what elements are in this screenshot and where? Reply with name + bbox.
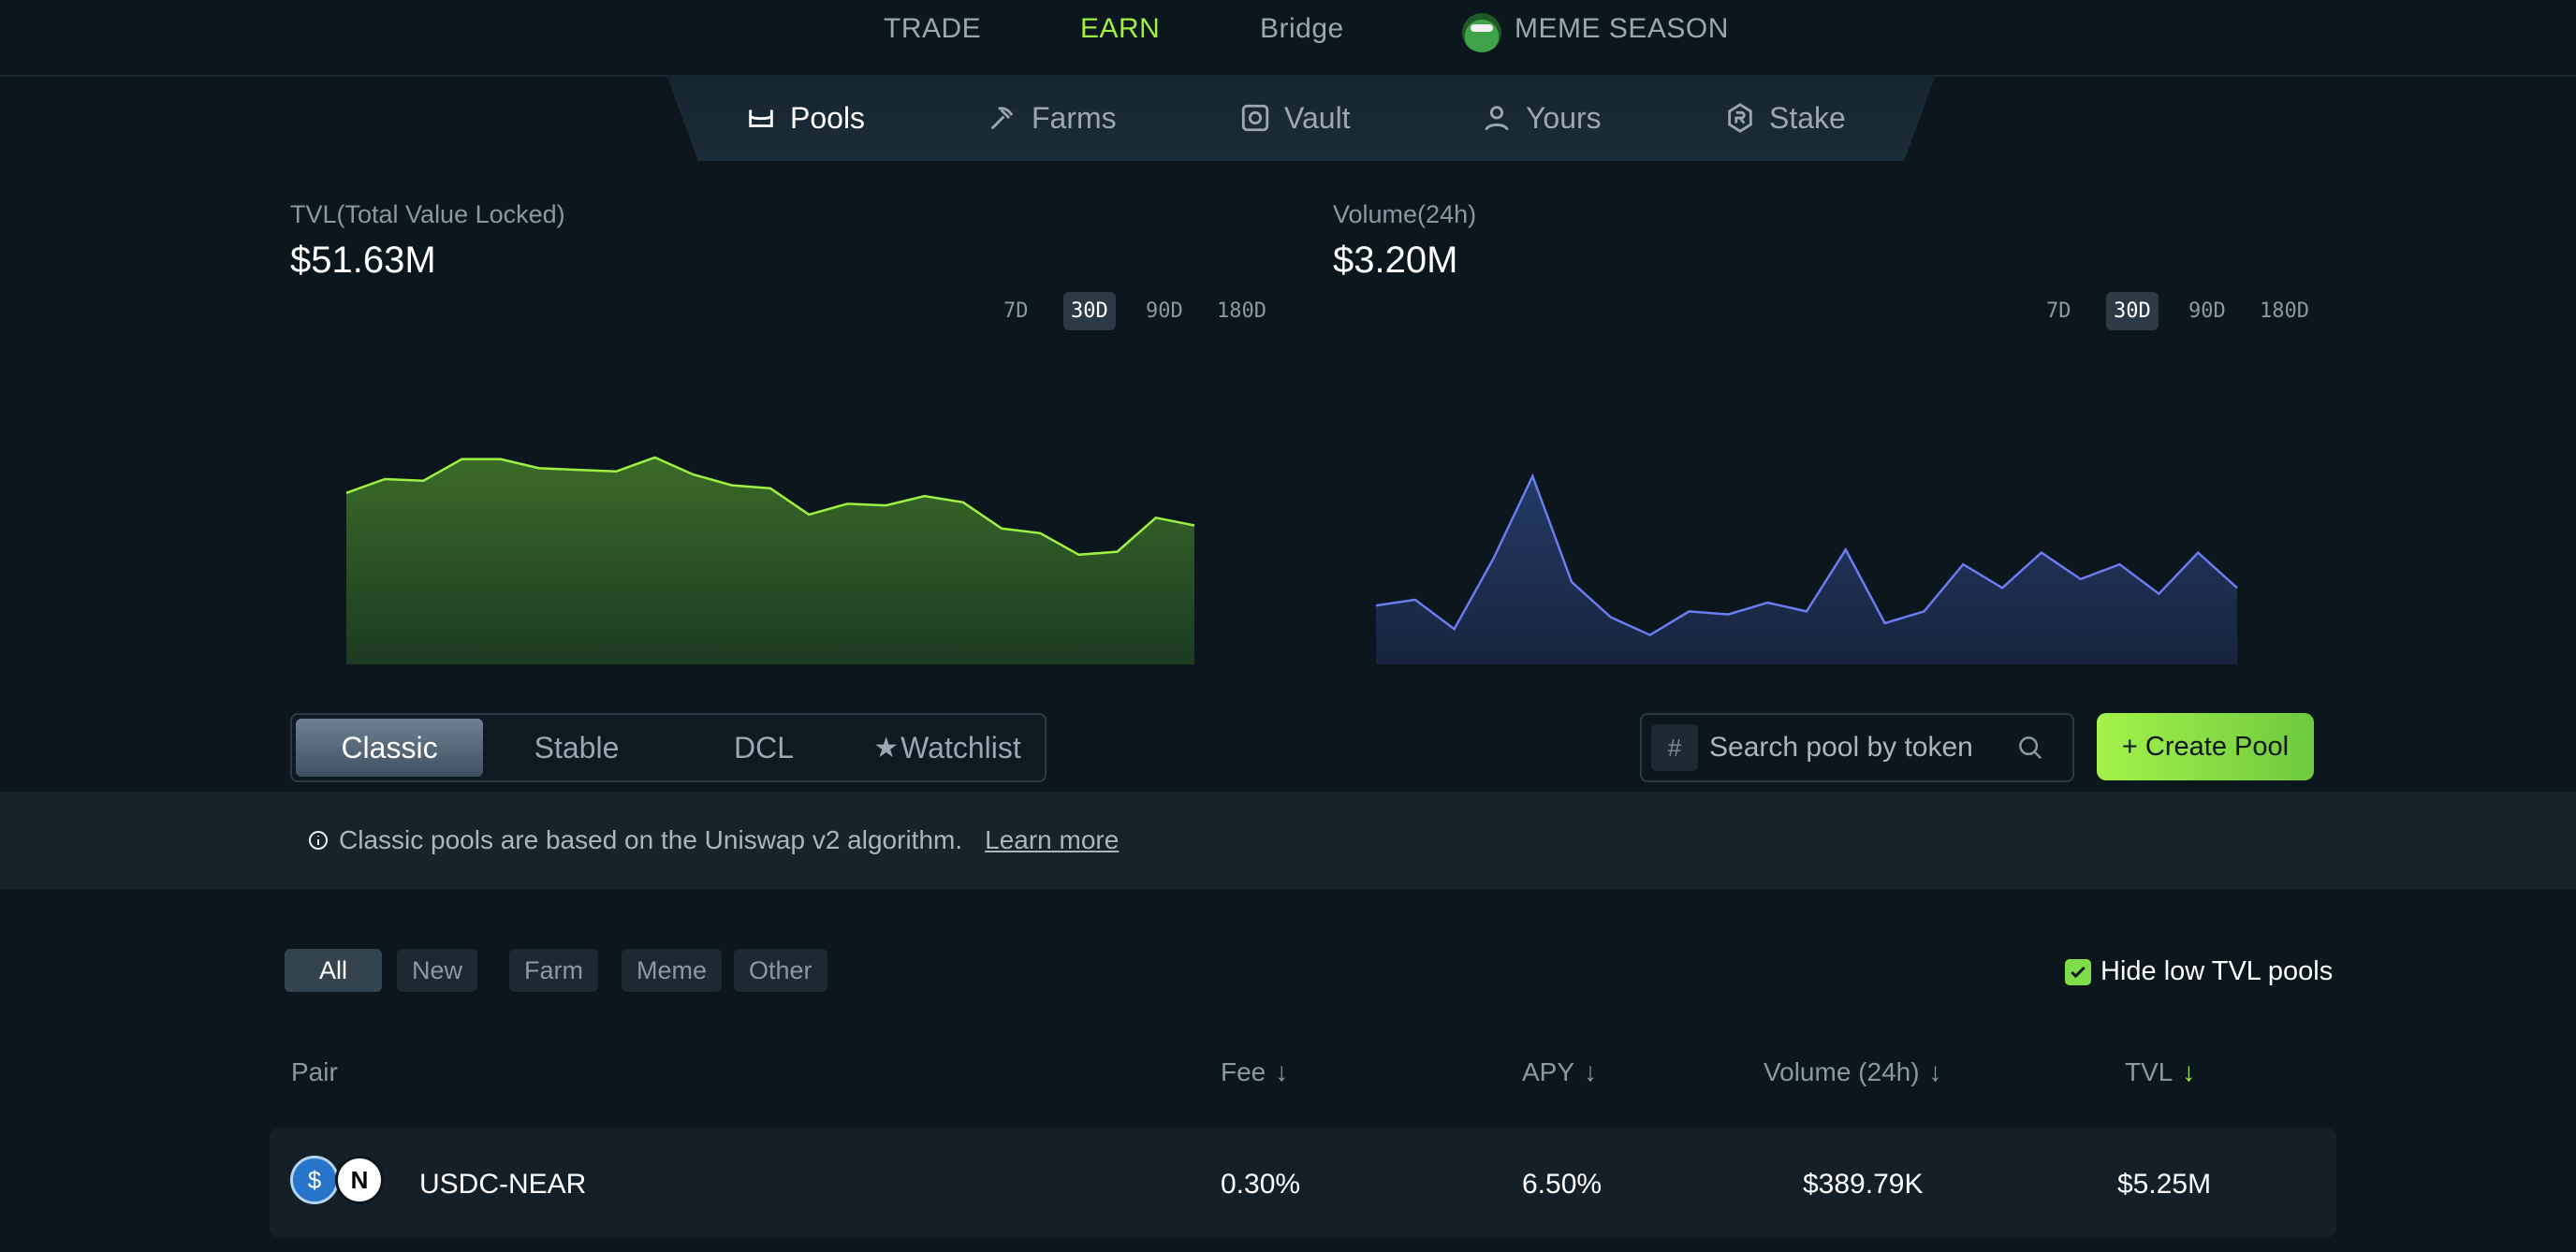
pool-icon <box>749 109 773 127</box>
pickaxe-icon <box>990 107 1014 130</box>
row-tvl: $5.25M <box>2117 1169 2212 1200</box>
usdc-token-icon: $ <box>290 1156 339 1204</box>
tab-farms-label: Farms <box>1032 100 1117 135</box>
tab-vault[interactable]: Vault <box>1239 99 1351 137</box>
tab-stable[interactable]: Stable <box>534 730 620 764</box>
column-tvl[interactable]: TVL ↓ <box>2125 1057 2195 1087</box>
tab-stake-label: Stake <box>1769 100 1846 135</box>
hash-icon: # <box>1651 724 1698 771</box>
volume-range-90d[interactable]: 90D <box>2188 299 2226 323</box>
tab-yours[interactable]: Yours <box>1481 99 1602 137</box>
column-pair: Pair <box>291 1057 338 1087</box>
volume-range-30d[interactable]: 30D <box>2106 292 2159 330</box>
area-fill <box>346 457 1194 664</box>
column-volume[interactable]: Volume (24h) ↓ <box>1764 1057 1942 1087</box>
column-fee[interactable]: Fee ↓ <box>1221 1057 1288 1087</box>
create-pool-button[interactable]: + Create Pool <box>2097 713 2314 780</box>
row-volume: $389.79K <box>1803 1169 1924 1200</box>
near-token-icon: N <box>335 1156 384 1204</box>
user-icon <box>1485 106 1509 131</box>
column-tvl-label: TVL <box>2125 1057 2174 1086</box>
sort-arrow-icon: ↓ <box>1928 1057 1942 1086</box>
sort-arrow-icon: ↓ <box>2182 1057 2196 1086</box>
checkbox-checked-icon[interactable] <box>2065 958 2091 985</box>
tab-vault-label: Vault <box>1284 100 1351 135</box>
column-apy[interactable]: APY ↓ <box>1522 1057 1597 1087</box>
volume-range-7d[interactable]: 7D <box>2046 299 2071 323</box>
tvl-range-180d[interactable]: 180D <box>1217 299 1266 323</box>
column-volume-label: Volume (24h) <box>1764 1057 1920 1086</box>
tab-classic[interactable]: Classic <box>296 719 483 777</box>
top-nav: TRADE EARN Bridge MEME SEASON <box>0 0 2576 77</box>
sort-arrow-icon: ↓ <box>1584 1057 1598 1086</box>
tab-stake[interactable]: Stake <box>1724 99 1846 137</box>
tvl-range-7d[interactable]: 7D <box>1003 299 1029 323</box>
tab-dcl[interactable]: DCL <box>733 730 794 764</box>
column-pair-label: Pair <box>291 1057 338 1086</box>
nav-bridge[interactable]: Bridge <box>1260 13 1344 44</box>
filter-farm[interactable]: Farm <box>509 949 598 992</box>
volume-label: Volume(24h) <box>1333 200 1477 228</box>
earn-sub-nav: Pools Farms Vault Yours Stake <box>666 75 1936 161</box>
info-text: Classic pools are based on the Uniswap v… <box>339 825 963 854</box>
hide-low-tvl-label: Hide low TVL pools <box>2100 956 2334 986</box>
row-apy: 6.50% <box>1522 1169 1603 1200</box>
search-box: # <box>1640 713 2074 782</box>
row-pair: USDC-NEAR <box>419 1169 587 1200</box>
learn-more-link[interactable]: Learn more <box>985 825 1120 854</box>
nav-trade[interactable]: TRADE <box>884 13 982 44</box>
tvl-range-30d[interactable]: 30D <box>1063 292 1116 330</box>
info-bar: Classic pools are based on the Uniswap v… <box>0 792 2576 889</box>
vault-icon <box>1241 104 1269 132</box>
volume-value: $3.20M <box>1333 240 1458 281</box>
nav-earn[interactable]: EARN <box>1080 13 1161 44</box>
filter-new[interactable]: New <box>397 949 478 992</box>
tab-farms[interactable]: Farms <box>987 99 1117 137</box>
filter-other[interactable]: Other <box>734 949 827 992</box>
info-message: Classic pools are based on the Uniswap v… <box>307 825 1119 855</box>
filter-meme[interactable]: Meme <box>622 949 723 992</box>
tab-yours-label: Yours <box>1526 100 1602 135</box>
tab-pools[interactable]: Pools <box>745 99 865 137</box>
table-row[interactable]: $ N USDC-NEAR 0.30% 6.50% $389.79K $5.25… <box>270 1128 2336 1238</box>
series-line <box>1375 473 2238 637</box>
meme-frog-icon[interactable] <box>1462 13 1501 52</box>
search-input[interactable] <box>1709 724 2009 771</box>
series-line <box>345 456 1195 557</box>
info-icon <box>309 831 328 850</box>
column-apy-label: APY <box>1522 1057 1575 1086</box>
column-fee-label: Fee <box>1221 1057 1266 1086</box>
sort-arrow-icon: ↓ <box>1275 1057 1289 1086</box>
pool-type-tabs: Classic Stable DCL ★ Watchlist <box>290 713 1046 782</box>
area-fill <box>1376 475 2237 664</box>
tab-pools-label: Pools <box>790 100 866 135</box>
tvl-range-90d[interactable]: 90D <box>1146 299 1183 323</box>
volume-area-chart <box>1375 473 2238 664</box>
nav-meme-season[interactable]: MEME SEASON <box>1515 13 1729 44</box>
tab-watchlist-label: Watchlist <box>900 730 1021 764</box>
star-icon: ★ <box>873 732 900 764</box>
stake-icon <box>1728 103 1752 133</box>
hide-low-tvl-toggle[interactable]: Hide low TVL pools <box>2065 956 2333 987</box>
volume-range-180d[interactable]: 180D <box>2260 299 2309 323</box>
search-icon[interactable] <box>2016 734 2044 762</box>
row-fee: 0.30% <box>1221 1169 1301 1200</box>
tab-watchlist[interactable]: ★ Watchlist <box>854 719 1041 777</box>
tvl-label: TVL(Total Value Locked) <box>290 200 565 228</box>
tvl-area-chart <box>345 456 1195 664</box>
filter-all[interactable]: All <box>285 949 382 992</box>
tvl-value: $51.63M <box>290 240 436 281</box>
